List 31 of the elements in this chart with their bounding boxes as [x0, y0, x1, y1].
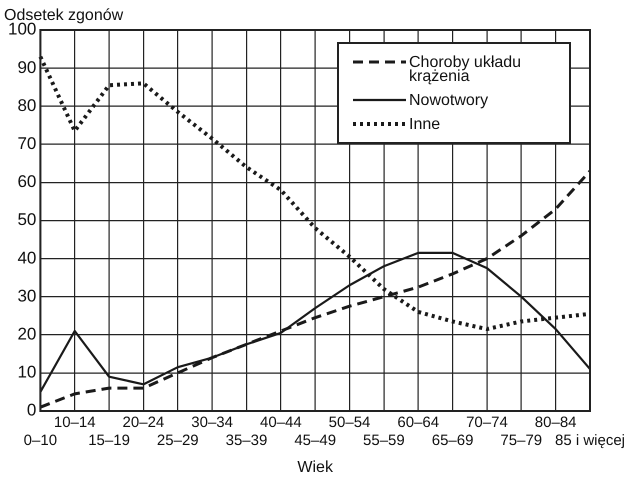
x-tick-label: 85 i więcej [554, 432, 626, 450]
x-tick-label: 20–24 [122, 414, 164, 432]
x-tick-label: 55–59 [363, 432, 405, 450]
y-tick-label: 10 [17, 362, 36, 382]
y-tick-label: 70 [17, 134, 36, 153]
y-tick-label: 20 [17, 324, 36, 344]
x-tick-label: 65–69 [432, 432, 474, 450]
x-tick-label: 60–64 [397, 414, 440, 432]
x-tick-label: 15–19 [88, 432, 130, 450]
y-tick-label: 50 [17, 210, 36, 230]
x-tick-label: 25–29 [156, 432, 199, 450]
legend-label: Inne [409, 116, 440, 133]
x-axis-title: Wiek [297, 459, 334, 476]
x-tick-label: 70–74 [466, 414, 508, 432]
y-tick-label: 0 [26, 400, 36, 420]
y-tick-label: 40 [17, 248, 36, 268]
legend-label: Nowotwory [409, 92, 488, 109]
x-tick-label: 40–44 [260, 414, 302, 432]
y-tick-label: 60 [17, 172, 36, 192]
x-tick-label: 75–79 [500, 432, 542, 450]
x-tick-label: 80–84 [534, 414, 577, 432]
y-tick-label: 30 [17, 286, 36, 306]
y-tick-label: 80 [17, 96, 36, 115]
y-tick-label: 90 [17, 58, 36, 77]
legend-label: Choroby układu krążenia [409, 54, 522, 85]
x-tick-label: 10–14 [54, 414, 96, 432]
x-tick-label: 45–49 [294, 432, 336, 450]
x-tick-label: 0–10 [24, 432, 58, 450]
x-tick-label: 30–34 [191, 414, 233, 432]
x-tick-label: 35–39 [226, 432, 268, 450]
x-tick-label: 50–54 [328, 414, 370, 432]
